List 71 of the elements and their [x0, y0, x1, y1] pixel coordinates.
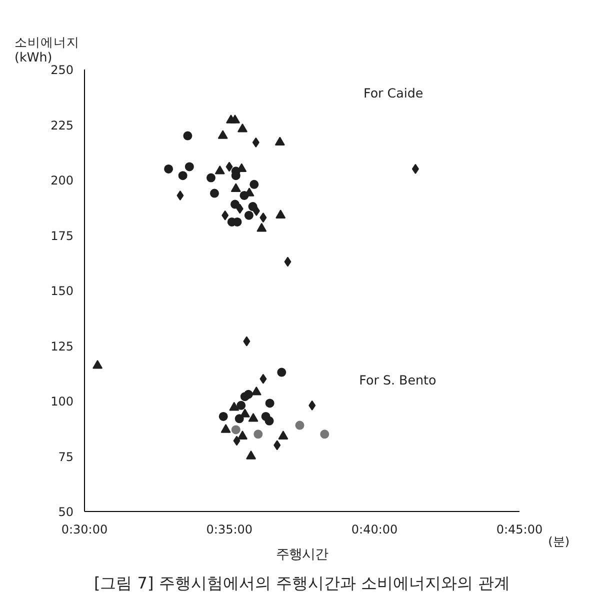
point — [265, 398, 274, 408]
point — [222, 210, 229, 220]
point — [248, 412, 258, 422]
point — [92, 360, 103, 369]
x-tick-label: 0:40:00 — [351, 522, 398, 536]
point — [229, 402, 240, 411]
x-tick-label: 0:30:00 — [61, 522, 108, 536]
point — [244, 210, 254, 220]
point — [243, 336, 250, 346]
point — [277, 368, 286, 377]
x-tick-label: 0:35:00 — [206, 522, 253, 536]
point — [226, 114, 236, 124]
point — [308, 400, 316, 410]
point — [260, 212, 267, 223]
point — [183, 131, 192, 140]
x-axis-title: 주행시간 — [276, 548, 328, 562]
y-tick-label: 100 — [50, 394, 74, 408]
point — [220, 424, 231, 433]
point — [210, 188, 219, 198]
point — [250, 180, 259, 189]
point — [206, 173, 216, 182]
y-tick-label: 175 — [50, 228, 74, 243]
point — [260, 374, 267, 384]
point — [234, 414, 244, 424]
point — [320, 430, 330, 439]
point — [231, 425, 240, 434]
point — [264, 416, 274, 426]
point — [412, 164, 419, 174]
point — [214, 165, 225, 174]
text: (분) — [548, 534, 570, 548]
point — [164, 164, 174, 174]
point — [184, 162, 194, 172]
point — [244, 390, 253, 399]
x-tick-label: 0:45:00 — [496, 522, 543, 536]
point — [236, 400, 246, 410]
y-tick-label: 150 — [50, 284, 74, 298]
point — [178, 171, 188, 180]
point — [230, 200, 240, 209]
y-axis-title: 소비에너지 (kWh) — [14, 34, 80, 64]
y-tick-label: 125 — [50, 339, 74, 354]
y-tick-label: 250 — [50, 63, 74, 77]
point — [274, 136, 285, 146]
point — [295, 420, 304, 430]
y-tick-label: 200 — [50, 174, 74, 188]
point — [252, 137, 260, 148]
point — [251, 386, 262, 396]
point — [218, 412, 228, 421]
point — [254, 430, 263, 439]
y-tick-label: 50 — [58, 505, 74, 519]
point — [236, 204, 244, 214]
y-tick-label: 225 — [50, 118, 74, 132]
point — [176, 190, 184, 200]
point — [252, 206, 260, 216]
annotation: For S. Bento — [359, 372, 436, 388]
point — [230, 183, 241, 192]
annotation: For Caide — [363, 85, 424, 100]
point — [278, 430, 288, 440]
point — [256, 222, 267, 232]
point — [246, 450, 256, 460]
point — [274, 440, 281, 450]
point — [233, 436, 240, 446]
point — [218, 130, 228, 139]
point — [240, 408, 250, 418]
text: [그림 7] 주행시험에서의 주행시간과 소비에너지와의 관계 — [94, 574, 510, 592]
point — [276, 210, 286, 218]
point — [237, 430, 248, 440]
point — [240, 190, 249, 200]
point — [237, 123, 248, 132]
point — [226, 162, 233, 172]
point — [284, 256, 292, 267]
y-tick-label: 75 — [58, 450, 74, 464]
